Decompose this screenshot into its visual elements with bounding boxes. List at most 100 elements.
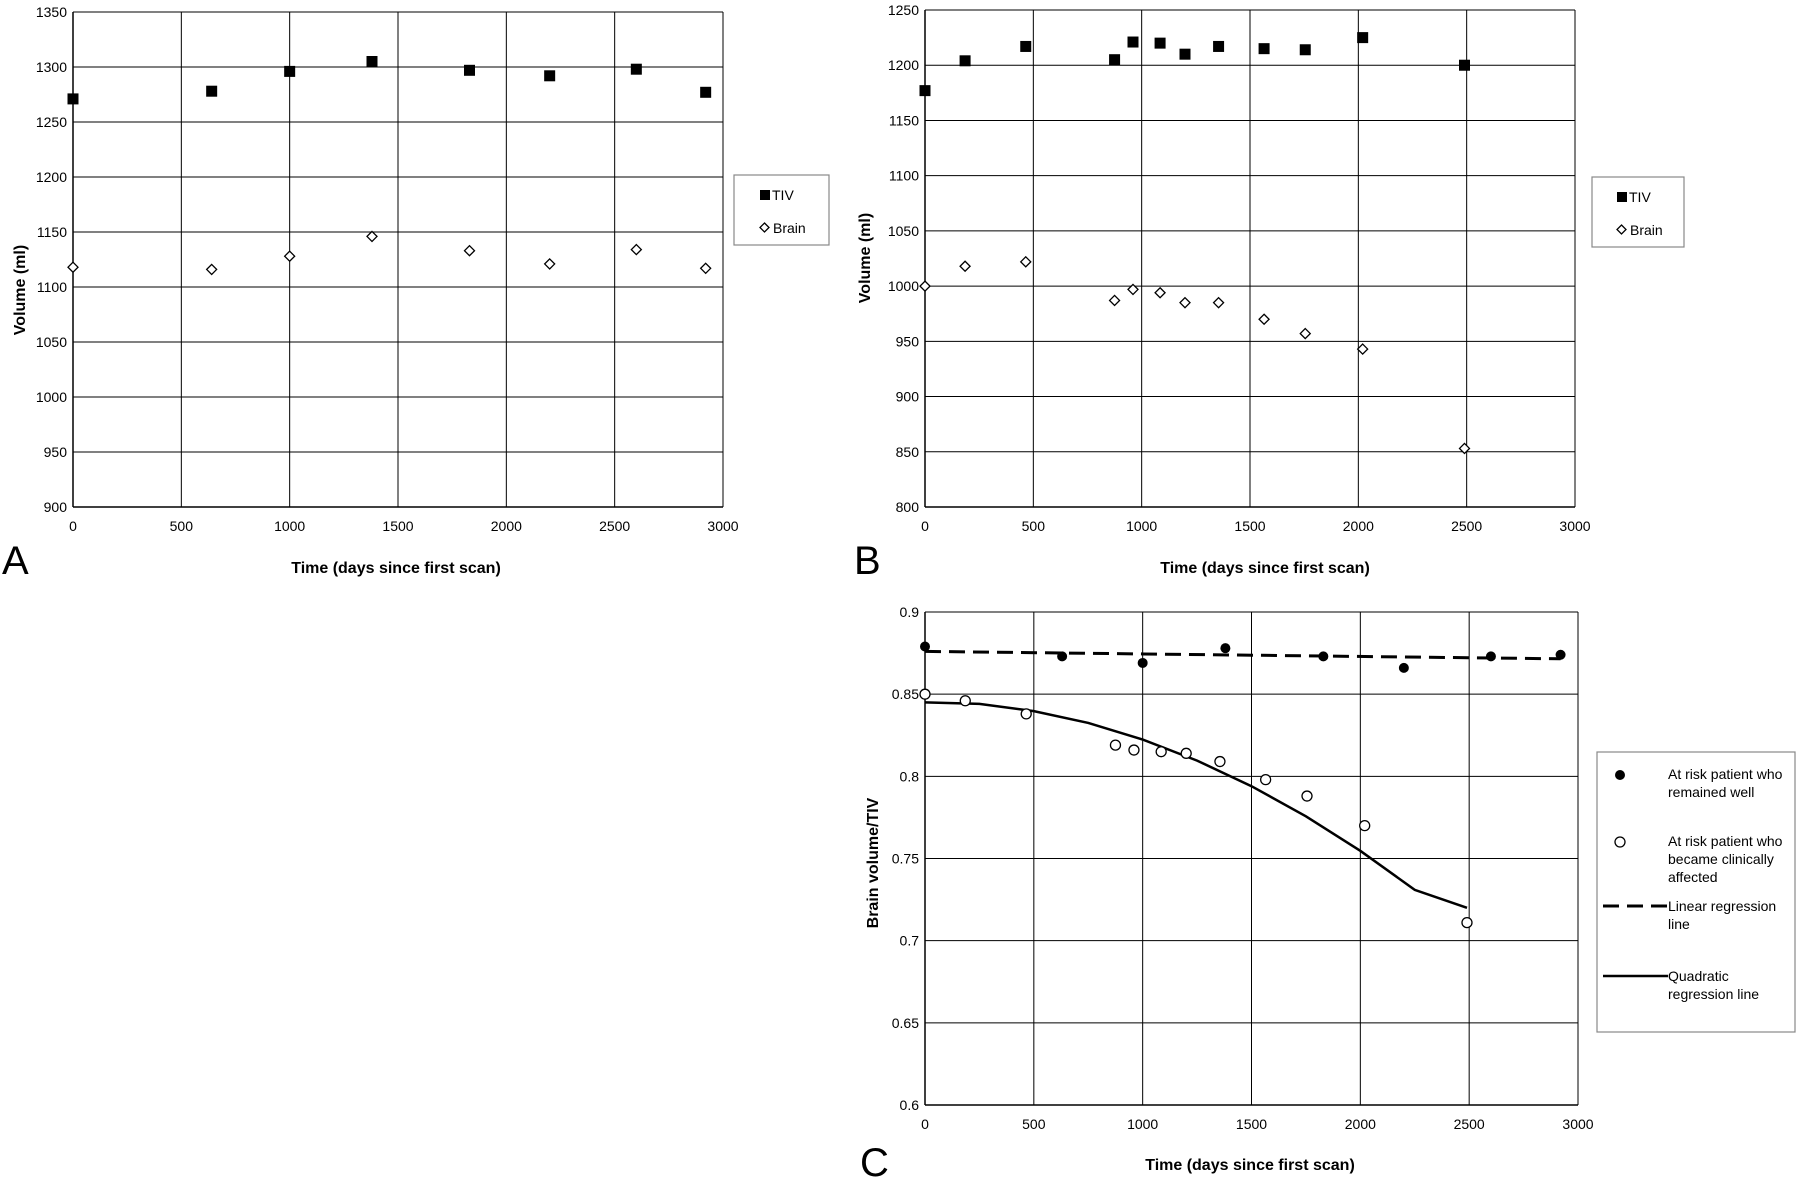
panel-c-series-0-point [1485, 651, 1496, 662]
panel-c-data-points [919, 641, 1566, 929]
panel-b-series-1-point [1458, 442, 1471, 455]
panel-c-legend-well-label-line2: remained well [1668, 784, 1754, 800]
panel-a-series-1-point [67, 261, 79, 274]
panel-a-legend-tiv-label: TIV [772, 187, 794, 203]
panel-c-y-tick-label: 0.9 [900, 604, 920, 620]
panel-b-legend-brain-swatch [1616, 224, 1627, 235]
panel-c-y-tick-label: 0.8 [900, 768, 920, 784]
panel-c-legend-quadratic-label-line2: regression line [1668, 986, 1759, 1002]
panel-c-x-tick-label: 2000 [1345, 1116, 1376, 1132]
panel-b-series-0-point [1179, 48, 1191, 60]
panel-a-x-axis-title: Time (days since first scan) [291, 560, 501, 577]
panel-b-series-0-point [1154, 37, 1166, 49]
panel-b-y-tick-label: 900 [896, 389, 920, 405]
panel-c-x-axis-title: Time (days since first scan) [1145, 1157, 1355, 1174]
panel-c-series-1-point [1301, 790, 1313, 802]
panel-b-label: B [854, 539, 881, 583]
panel-a-series-1-point [283, 250, 296, 263]
panel-b-y-tick-label: 1100 [889, 168, 919, 184]
panel-c-x-tick-label: 0 [921, 1116, 929, 1132]
panel-a-series-0-point [366, 56, 378, 67]
panel-b-series-1-point [1356, 343, 1369, 355]
panel-c-x-tick-label: 3000 [1562, 1116, 1593, 1132]
panel-c-legend-affected-label-line3: affected [1668, 869, 1718, 885]
panel-a-series-0-point [284, 65, 296, 77]
panel-b-x-tick-label: 0 [921, 518, 929, 534]
panel-b-x-tick-label: 3000 [1559, 518, 1590, 534]
panel-b-tick-labels: 800 850 900 950 1000 1050 1100 1150 1200 1250 0 500… [888, 2, 1591, 534]
panel-c-legend-linear-label-line2: line [1668, 916, 1690, 932]
panel-c-legend-well-label-line1: At risk patient who [1668, 766, 1783, 782]
panel-c-series-1-point [959, 695, 971, 707]
panel-c-y-tick-label: 0.7 [900, 933, 920, 949]
panel-b-series-0-point [1357, 32, 1369, 44]
panel-c-series-1-point [1180, 747, 1192, 759]
panel-b-x-tick-label: 500 [1022, 518, 1046, 534]
panel-a-series-1-point [543, 257, 556, 270]
panel-a-series-0-point [464, 64, 475, 76]
panel-a-series-0-point [206, 85, 218, 97]
panel-a-series-0-point [630, 63, 642, 75]
panel-c-legend-linear-label-line1: Linear regression [1668, 898, 1776, 914]
panel-b-legend-frame [1591, 176, 1685, 248]
panel-b-y-tick-label: 950 [896, 333, 920, 349]
panel-a-series-0-point [67, 93, 79, 105]
panel-c-series-1-point [1109, 739, 1122, 751]
panel-a-y-tick-label: 1150 [37, 224, 67, 240]
panel-c-y-tick-label: 0.85 [892, 686, 919, 702]
panel-b-y-axis-title: Volume (ml) [857, 213, 874, 303]
panel-a-series-1-point [699, 262, 712, 275]
panel-c-quadratic-regression-line [924, 701, 1468, 909]
panel-c-series-0-point [1137, 657, 1148, 668]
panel-a-data-points [67, 56, 712, 276]
panel-c-x-tick-label: 1000 [1127, 1116, 1158, 1132]
panel-b-y-tick-label: 1000 [888, 278, 919, 294]
panel-c-series-1-point [1020, 708, 1032, 720]
panel-a-y-tick-label: 1300 [36, 59, 67, 75]
panel-c: 0.6 0.65 0.7 0.75 0.8 0.85 0.9 0 500 1000 1500 2000… [860, 604, 1796, 1183]
panel-a-x-tick-label: 2500 [599, 518, 630, 534]
panel-c-legend-well-swatch [1615, 770, 1625, 780]
panel-b-y-tick-label: 1050 [888, 223, 919, 239]
panel-b-x-axis-title: Time (days since first scan) [1160, 560, 1370, 577]
panel-b-data-points [919, 32, 1471, 455]
panel-c-series-0-point [920, 641, 930, 652]
panel-a-y-tick-label: 900 [44, 499, 68, 515]
panel-a-y-tick-label: 1050 [36, 334, 67, 350]
panel-b-x-tick-label: 2000 [1343, 518, 1374, 534]
panel-a-x-tick-label: 500 [170, 518, 194, 534]
panel-c-legend-affected-label-line2: became clinically [1668, 851, 1774, 867]
panel-a-x-tick-label: 2000 [491, 518, 522, 534]
panel-a-series-1-point [630, 243, 643, 256]
panel-a-legend-frame [733, 174, 830, 246]
panel-b-series-1-point [1154, 286, 1167, 299]
panel-b-series-1-point [1212, 296, 1225, 309]
panel-c-legend-frame [1596, 751, 1796, 1033]
panel-a-legend-tiv-swatch [760, 190, 770, 200]
panel-a-x-tick-label: 1000 [274, 518, 305, 534]
panel-b-series-1-point [1179, 296, 1191, 309]
panel-c-series-1-point [1461, 916, 1473, 929]
panel-a-series-1-point [366, 230, 378, 243]
panel-c-y-tick-label: 0.6 [900, 1097, 920, 1113]
panel-b-y-tick-label: 1150 [889, 112, 919, 128]
panel-c-label: C [860, 1141, 889, 1178]
panel-a-y-axis-title: Volume (ml) [12, 245, 29, 335]
panel-b-legend: TIV Brain [1591, 176, 1685, 248]
panel-b-series-1-point [1299, 327, 1312, 340]
panel-c-legend-affected-swatch [1614, 836, 1626, 848]
panel-b-x-tick-label: 1000 [1126, 518, 1157, 534]
panel-c-x-tick-label: 500 [1022, 1116, 1046, 1132]
panel-b-series-0-point [1127, 36, 1139, 48]
panel-a-x-tick-label: 0 [69, 518, 77, 534]
panel-a-y-tick-label: 1100 [37, 279, 67, 295]
panel-a-y-tick-label: 1250 [36, 114, 67, 130]
panel-b-series-0-point [1459, 59, 1470, 71]
panel-b-series-0-point [1109, 54, 1121, 66]
panel-c-legend: At risk patient who remained well At ris… [1596, 751, 1796, 1033]
panel-c-series-0-point [1555, 649, 1566, 660]
panel-c-regression-lines [924, 649, 1561, 909]
panel-a-y-tick-label: 1000 [36, 389, 67, 405]
panel-a-x-tick-label: 1500 [382, 518, 413, 534]
